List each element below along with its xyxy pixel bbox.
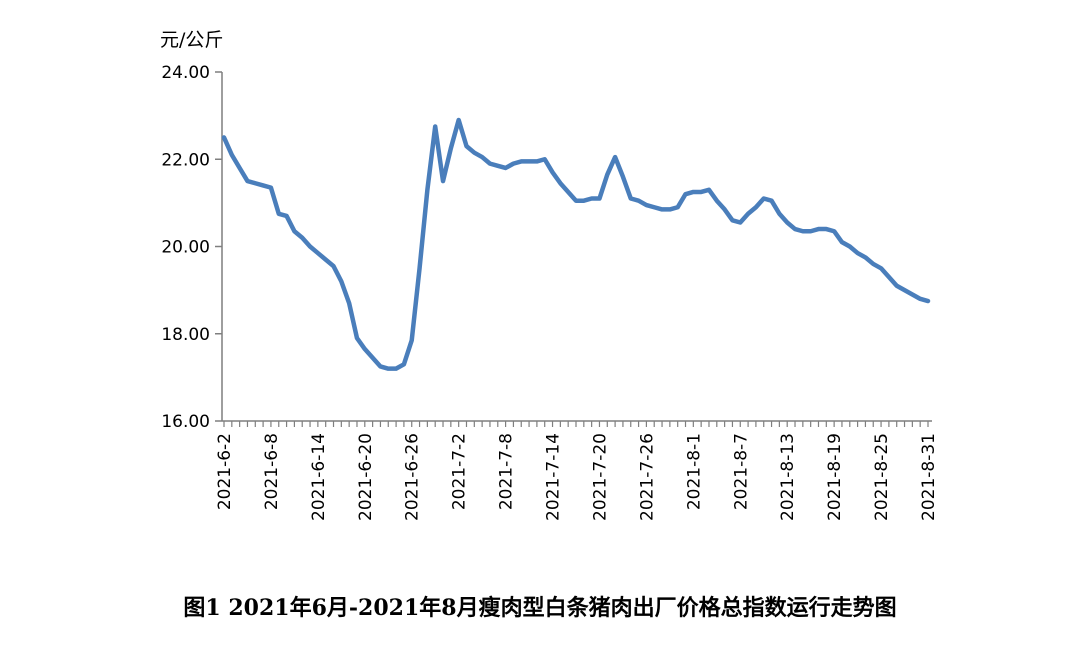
y-tick-label: 22.00 bbox=[161, 150, 210, 170]
y-tick-label: 20.00 bbox=[161, 238, 210, 258]
x-tick-label: 2021-7-8 bbox=[497, 433, 517, 510]
x-tick-label: 2021-6-26 bbox=[403, 433, 423, 521]
x-tick-label: 2021-6-8 bbox=[262, 433, 282, 510]
x-axis: 2021-6-2 2021-6-8 2021-6-14 2021-6-20 2021-6… bbox=[215, 420, 939, 521]
chart-title: 图1 2021年6月-2021年8月瘦肉型白条猪肉出厂价格总指数运行走势图 bbox=[183, 595, 897, 621]
x-tick-label: 2021-7-14 bbox=[544, 433, 564, 521]
x-tick-label: 2021-8-25 bbox=[872, 433, 892, 521]
x-tick-label: 2021-8-7 bbox=[731, 433, 751, 510]
y-tick-label: 16.00 bbox=[161, 412, 210, 432]
x-tick-label: 2021-8-31 bbox=[919, 433, 939, 521]
x-tick-label: 2021-6-14 bbox=[309, 433, 329, 521]
y-tick-label: 24.00 bbox=[161, 63, 210, 83]
y-unit-label: 元/公斤 bbox=[160, 29, 223, 51]
series-line-0 bbox=[221, 117, 931, 371]
x-tick-label: 2021-6-20 bbox=[356, 433, 376, 521]
x-tick-label: 2021-8-19 bbox=[825, 433, 845, 521]
x-tick-label: 2021-7-20 bbox=[590, 433, 610, 521]
y-tick-label: 18.00 bbox=[161, 325, 210, 345]
x-tick-label: 2021-8-13 bbox=[778, 433, 798, 521]
x-tick-label: 2021-6-2 bbox=[215, 433, 235, 510]
x-tick-label: 2021-7-2 bbox=[450, 433, 470, 510]
x-tick-label: 2021-7-26 bbox=[637, 433, 657, 521]
y-axis: 16.00 18.00 20.00 22.00 24.00 bbox=[161, 63, 223, 432]
series-layer bbox=[221, 117, 931, 371]
x-tick-label: 2021-8-1 bbox=[684, 433, 704, 510]
